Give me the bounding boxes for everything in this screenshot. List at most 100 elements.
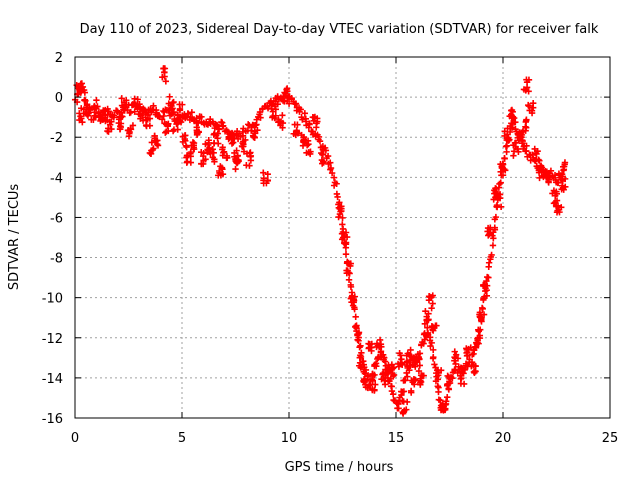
data-point (510, 148, 518, 155)
data-point (554, 179, 562, 186)
data-point (415, 367, 423, 375)
y-tick-label: -16 (42, 412, 63, 427)
y-tick-label: -10 (42, 292, 63, 307)
data-point (421, 320, 429, 328)
data-point (476, 334, 484, 342)
data-point (561, 175, 569, 183)
data-point (369, 377, 376, 384)
data-point (427, 342, 434, 350)
data-point (543, 168, 551, 175)
data-point (537, 162, 545, 170)
data-point (485, 259, 493, 266)
data-point (119, 104, 127, 111)
data-point (460, 370, 467, 377)
data-point (406, 366, 413, 374)
data-point (78, 105, 85, 112)
data-point (315, 133, 323, 141)
data-point (445, 386, 453, 393)
data-point (78, 80, 86, 87)
data-point (239, 132, 247, 139)
data-point (77, 88, 84, 95)
data-point (185, 110, 192, 118)
data-point (341, 240, 349, 247)
data-point (425, 316, 432, 323)
data-point (428, 339, 435, 347)
data-point (488, 251, 495, 259)
data-point (407, 346, 414, 354)
data-point (164, 121, 171, 128)
data-point (161, 73, 168, 80)
data-point (503, 136, 510, 144)
data-point (516, 133, 523, 140)
data-point (152, 137, 160, 145)
data-point (116, 125, 124, 133)
data-point (310, 114, 318, 121)
data-point (496, 180, 503, 188)
data-point (398, 356, 405, 363)
data-point (489, 242, 497, 249)
data-point (100, 107, 107, 114)
data-point (419, 372, 426, 379)
data-point (416, 350, 424, 357)
data-point (444, 394, 451, 401)
data-point (514, 145, 521, 153)
data-point (330, 174, 338, 181)
data-point (114, 108, 121, 116)
data-point (457, 372, 464, 380)
data-point (396, 349, 403, 357)
data-point (376, 336, 384, 344)
data-point (182, 142, 190, 149)
y-tick-label: -2 (50, 131, 63, 146)
data-point (279, 112, 286, 119)
data-point (198, 149, 205, 156)
data-point (434, 376, 442, 383)
data-point (343, 267, 350, 274)
data-point (202, 156, 209, 163)
data-point (249, 132, 257, 139)
data-point (190, 139, 198, 147)
y-tick-label: -4 (50, 171, 63, 186)
data-point (351, 304, 358, 311)
data-point (347, 283, 355, 291)
data-point (117, 120, 125, 127)
data-point (422, 308, 429, 315)
data-point (552, 192, 559, 199)
data-point (339, 228, 347, 236)
x-tick-label: 5 (178, 431, 186, 446)
data-point (313, 124, 320, 131)
data-point (381, 358, 389, 365)
data-point (560, 163, 568, 170)
data-point (320, 147, 327, 154)
y-tick-label: 2 (55, 51, 63, 66)
data-point (306, 121, 313, 128)
data-point (523, 79, 531, 86)
data-point (271, 102, 279, 110)
data-point (357, 342, 364, 350)
data-point (429, 355, 437, 362)
data-point (525, 102, 533, 110)
data-point (336, 199, 343, 206)
data-point (145, 109, 152, 116)
data-point (229, 130, 236, 137)
data-point (297, 106, 304, 113)
x-axis-label: GPS time / hours (285, 460, 394, 475)
data-point (483, 292, 491, 300)
data-point (508, 111, 515, 118)
data-point (388, 383, 395, 390)
data-point (452, 360, 459, 368)
data-point (168, 106, 175, 113)
data-point (149, 146, 156, 154)
data-point (536, 174, 543, 182)
data-point (78, 115, 85, 122)
y-tick-label: -8 (50, 252, 63, 267)
y-tick-label: -12 (42, 332, 63, 347)
data-point (154, 142, 162, 149)
data-point (558, 186, 565, 193)
data-point (546, 173, 553, 180)
data-point (337, 203, 344, 210)
data-point (137, 115, 144, 122)
data-point (336, 210, 344, 218)
data-point (503, 142, 511, 150)
data-point (210, 139, 218, 147)
data-point (176, 105, 184, 113)
